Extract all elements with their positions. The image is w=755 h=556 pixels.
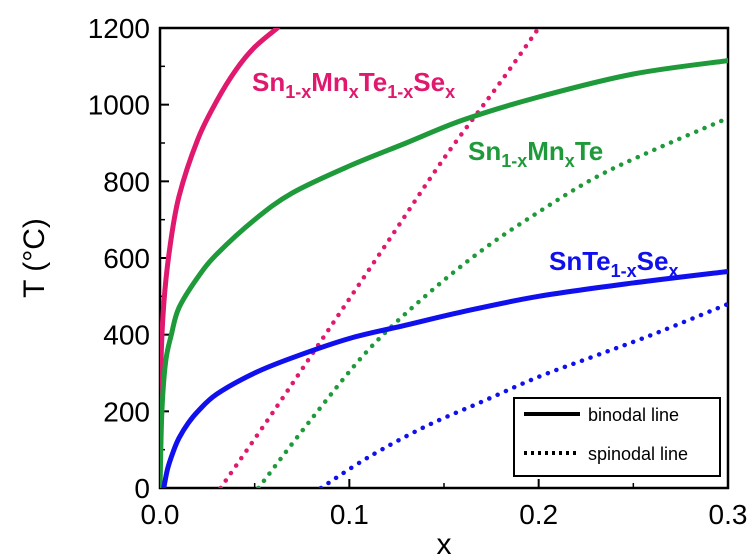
series-label-part: Se [637, 246, 669, 276]
x-tick-label: 0.2 [519, 499, 558, 530]
series-label-part: Se [413, 67, 445, 97]
binodal-line-series-0 [160, 28, 280, 488]
legend-box [513, 397, 721, 477]
y-tick-label: 0 [134, 473, 150, 504]
binodal-line-series-1 [160, 58, 728, 488]
series-label-part: 1-x [501, 151, 527, 171]
series-label-part: Sn [252, 67, 285, 97]
series-label-part: x [445, 82, 455, 102]
legend-binodal-label: binodal line [588, 405, 679, 425]
series-label-part: SnTe [549, 246, 611, 276]
y-tick-label: 1200 [88, 13, 150, 44]
series-label-part: Mn [311, 67, 349, 97]
series-label-part: 1-x [611, 261, 637, 281]
x-axis-title: x [437, 528, 452, 556]
x-tick-label: 0.1 [330, 499, 369, 530]
y-tick-label: 800 [103, 166, 150, 197]
legend-spinodal-label: spinodal line [588, 444, 688, 464]
y-tick-label: 400 [103, 320, 150, 351]
series-label-part: x [349, 82, 359, 102]
spinodal-line-series-1 [256, 115, 728, 488]
series-label-part: Te [359, 67, 387, 97]
series-label-part: 1-x [387, 82, 413, 102]
binodal-line-series-2 [161, 268, 728, 488]
series-lines [160, 28, 728, 488]
ticks: 0.0 0.1 0.2 0.3 0 200 400 600 800 1000 1200 [88, 13, 748, 530]
series-label-part: x [565, 151, 575, 171]
y-tick-label: 200 [103, 396, 150, 427]
series-label-2: SnTe1-xSex [549, 246, 678, 281]
series-label-part: Mn [527, 136, 565, 166]
legend: binodal line spinodal line [513, 397, 721, 477]
spinodal-line-series-2 [318, 301, 728, 488]
series-label-part: Sn [468, 136, 501, 166]
series-label-1: Sn1-xMnxTe [468, 136, 603, 171]
y-axis-title: T (°C) [18, 218, 51, 298]
series-label-part: 1-x [285, 82, 311, 102]
spinodal-line-series-0 [218, 28, 541, 488]
x-tick-label: 0.0 [141, 499, 180, 530]
x-tick-label: 0.3 [709, 499, 748, 530]
series-label-0: Sn1-xMnxTe1-xSex [252, 67, 455, 102]
series-label-part: x [668, 261, 678, 281]
series-label-part: Te [575, 136, 603, 166]
y-tick-label: 1000 [88, 90, 150, 121]
y-tick-label: 600 [103, 243, 150, 274]
